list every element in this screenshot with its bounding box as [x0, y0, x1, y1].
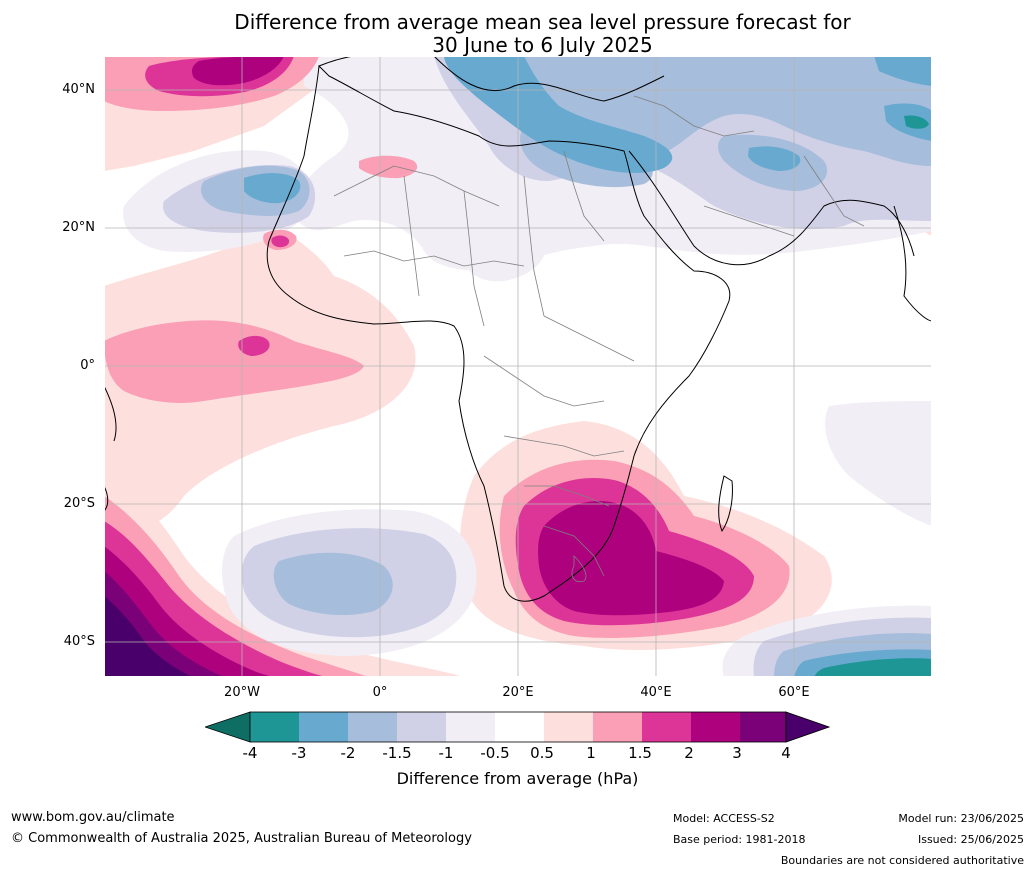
contour-pos-1-tropical [104, 320, 364, 403]
lon-label-20e: 20°E [502, 685, 534, 700]
contour-pos-4-far-south [104, 596, 192, 677]
colorbar-tick: 1 [586, 744, 596, 762]
colorbar-segment-3 [348, 712, 397, 742]
pressure-anomaly-map [104, 56, 932, 677]
lat-label-40n: 40°N [62, 82, 95, 97]
lat-label-20n: 20°N [62, 220, 95, 235]
contour-neg-0.5-indian-ocean [825, 401, 932, 526]
lon-label-60e: 60°E [778, 685, 810, 700]
colorbar-tick: -0.5 [480, 744, 510, 762]
contour-neg-2-med [444, 56, 673, 173]
colorbar-segment-8 [593, 712, 642, 742]
coastline-arabia [628, 150, 915, 266]
footer-base-period: Base period: 1981-2018 [673, 833, 806, 846]
footer-website: www.bom.gov.au/climate [11, 810, 175, 825]
colorbar-segment-4 [397, 712, 446, 742]
colorbar-label: Difference from average (hPa) [396, 769, 639, 788]
lon-label-40e: 40°E [640, 685, 672, 700]
lon-label-0: 0° [372, 685, 388, 700]
colorbar-segment-6 [495, 712, 544, 742]
contour-pos-1.5-west-coast [271, 235, 290, 248]
contour-neg-3-east [904, 115, 929, 129]
contour-pos-1.5-tropical [238, 335, 270, 356]
coastlines [104, 56, 932, 602]
colorbar-segment-2 [299, 712, 348, 742]
colorbar-tick: -1.5 [382, 744, 412, 762]
contour-neg-0.5-sahara [463, 211, 547, 282]
contour-neg-3-south-east [814, 658, 932, 677]
colorbar-tick: 1.5 [628, 744, 652, 762]
colorbar-segment-11 [740, 712, 786, 742]
graticule [104, 56, 932, 677]
footer-copyright: © Commonwealth of Australia 2025, Austra… [11, 831, 472, 846]
map-frame [104, 56, 932, 677]
country-borders [333, 95, 865, 583]
colorbar-tick: -2 [340, 744, 356, 762]
colorbar-segment-7 [544, 712, 593, 742]
lat-label-0: 0° [80, 358, 95, 373]
contour-neg-1.5-south-atlantic [273, 552, 393, 616]
lat-label-40s: 40°S [63, 634, 95, 649]
colorbar-segment-5 [446, 712, 495, 742]
colorbar-tick: -3 [291, 744, 307, 762]
contour-neg-2-north-east [874, 56, 932, 86]
colorbar-tick: 4 [781, 744, 791, 762]
coastline-europe [318, 56, 665, 102]
footer-model: Model: ACCESS-S2 [673, 812, 775, 825]
colorbar-tick: 3 [732, 744, 742, 762]
colorbar-segment-10 [691, 712, 740, 742]
contour-neg-2-arabia [748, 146, 801, 171]
colorbar-extend-low [205, 711, 251, 743]
lat-label-20s: 20°S [63, 496, 95, 511]
coastline-africa [266, 64, 731, 602]
coastline-madagascar [718, 475, 733, 533]
coastline-south-america [104, 385, 117, 512]
map-title-line1: Difference from average mean sea level p… [234, 10, 851, 34]
colorbar-tick: 0.5 [530, 744, 554, 762]
colorbar-tick: -4 [242, 744, 258, 762]
contour-pos-2-north-atlantic [191, 56, 284, 86]
map-title-line2: 30 June to 6 July 2025 [432, 33, 653, 57]
coastline-india [893, 205, 932, 322]
contour-pos-1-sahara [359, 155, 418, 179]
footer-model-run: Model run: 23/06/2025 [898, 812, 1024, 825]
lon-label-20w: 20°W [224, 685, 260, 700]
footer-disclaimer: Boundaries are not considered authoritat… [780, 854, 1024, 867]
contour-neg-2-west-african [244, 173, 301, 204]
contour-pos-2-southern-africa [538, 500, 724, 616]
colorbar-segment-9 [642, 712, 691, 742]
footer-issued: Issued: 25/06/2025 [917, 833, 1024, 846]
colorbar-segment-1 [250, 712, 299, 742]
colorbar-tick: -1 [438, 744, 454, 762]
colorbar [205, 711, 830, 743]
colorbar-extend-high [785, 711, 830, 743]
colorbar-tick: 2 [684, 744, 694, 762]
